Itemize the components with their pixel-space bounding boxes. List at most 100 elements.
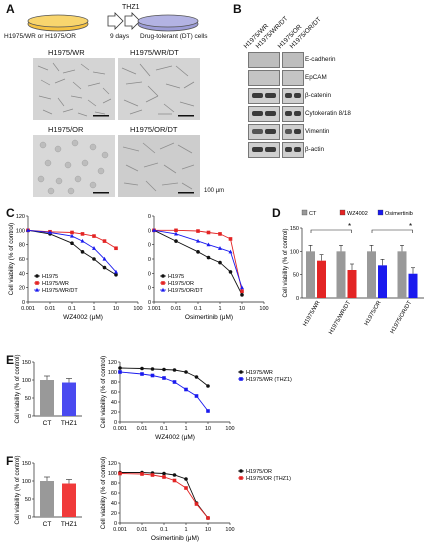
y-tick-label: 100 (108, 471, 117, 477)
x-tick-label: 10 (239, 306, 245, 312)
x-axis-label: WZ4002 (μM) (155, 434, 195, 441)
legend-label: H1975/WR (THZ1) (246, 377, 292, 383)
data-point (184, 477, 188, 481)
legend-marker (161, 281, 165, 285)
legend-label: H1975 (42, 274, 58, 280)
data-point (184, 370, 188, 374)
data-point (206, 230, 211, 235)
y-axis-label: Cell viability (% of control) (283, 228, 289, 297)
y-tick-label: 40 (148, 271, 151, 277)
x-tick-label: 1 (184, 426, 187, 432)
legend-label: WZ4002 (347, 211, 368, 217)
panel-d-label: D (272, 206, 281, 220)
y-tick-label: 80 (19, 243, 25, 249)
x-tick-label: H1975/OR (364, 300, 383, 327)
data-point (162, 471, 166, 476)
y-tick-label: 20 (19, 286, 25, 292)
x-tick-label: 10 (205, 426, 211, 432)
series-line (119, 473, 209, 519)
data-point (184, 387, 188, 392)
y-tick-label: 50 (25, 396, 31, 402)
blot-label: Vimentin (305, 128, 330, 135)
y-tick-label: 120 (16, 214, 25, 220)
chart-c-wz4002: 0 20 40 60 80 100 120 0.001 0.01 0.1 1 10 100 WZ4002 … (8, 214, 143, 321)
x-tick-label: 1 (92, 306, 95, 312)
blot-ck-1 (248, 106, 280, 122)
bar (367, 251, 376, 298)
x-tick-label: 0.1 (160, 527, 168, 533)
bar (306, 251, 315, 298)
y-tick-label: 20 (148, 286, 151, 292)
x-tick-label: 0.1 (194, 306, 202, 312)
legend-marker (239, 469, 243, 473)
y-tick-label: 80 (148, 243, 151, 249)
legend-marker (161, 274, 165, 278)
y-tick-label: 80 (111, 481, 117, 487)
data-point (80, 250, 85, 254)
y-axis-label: Cell viability (% of control) (100, 457, 107, 529)
cell1-label: H1975/WR or H1975/OR (4, 33, 76, 40)
blot-label: β-actin (305, 146, 325, 153)
x-tick-label: 0.001 (21, 306, 35, 312)
arrow-icon (124, 12, 141, 30)
legend-marker (35, 274, 39, 278)
blot-actin-1 (248, 142, 280, 158)
data-point (152, 228, 156, 232)
y-tick-label: 60 (148, 257, 151, 263)
y-tick-label: 60 (111, 390, 117, 396)
legend-label: H1975 (168, 274, 184, 280)
data-point (162, 376, 166, 380)
chart-e-line: 0 20 40 60 80 100 120 0.001 0.01 0.1 1 10 100 WZ4002 … (100, 356, 292, 441)
blot-ck-2 (282, 106, 304, 122)
x-tick-label: 0.1 (160, 426, 168, 432)
data-point (92, 234, 96, 238)
blot-vimentin-2 (282, 124, 304, 140)
data-point (174, 239, 178, 243)
legend-swatch (301, 209, 308, 216)
x-tick-label: CT (43, 521, 52, 528)
data-point (240, 293, 244, 297)
data-point (196, 229, 200, 233)
data-point (80, 232, 85, 236)
data-point (150, 367, 155, 371)
blot-ecadherin-2 (282, 52, 304, 68)
blot-ecadherin-1 (248, 52, 280, 68)
data-point (102, 265, 107, 270)
bar (62, 382, 76, 416)
x-tick-label: H1975/WR/DT (328, 300, 352, 336)
panel-a-label: A (6, 2, 15, 16)
panel-f-label: F (6, 454, 14, 468)
significance-mark: * (409, 222, 412, 231)
data-point (228, 237, 233, 241)
data-point (70, 233, 74, 238)
y-tick-label: 0 (114, 420, 117, 426)
y-tick-label: 100 (148, 228, 151, 234)
y-tick-label: 120 (108, 461, 117, 467)
y-tick-label: 20 (111, 511, 117, 517)
y-tick-label: 150 (290, 226, 299, 232)
data-point (218, 246, 222, 250)
x-tick-label: 0.001 (113, 426, 127, 432)
y-tick-label: 150 (22, 360, 31, 366)
x-tick-label: 1 (218, 306, 221, 312)
legend-label: H1975/WR/DT (42, 288, 78, 294)
data-point (228, 249, 233, 254)
y-tick-label: 20 (111, 410, 117, 416)
data-point (114, 246, 118, 251)
data-point (194, 502, 199, 506)
data-point (70, 241, 74, 246)
bar (40, 481, 54, 517)
panel-b-label: B (233, 2, 242, 16)
data-point (240, 289, 244, 294)
legend-label: Osimertinib (385, 211, 413, 217)
x-tick-label: 0.01 (137, 426, 148, 432)
x-tick-label: 0.001 (113, 527, 127, 533)
y-tick-label: 0 (28, 414, 31, 420)
y-axis-label: Cell viability (% of control) (100, 356, 107, 428)
data-point (70, 230, 74, 235)
legend-label: H1975/OR (246, 469, 272, 475)
bar (336, 251, 346, 298)
data-point (140, 366, 144, 371)
x-tick-label: 0.001 (148, 306, 161, 312)
